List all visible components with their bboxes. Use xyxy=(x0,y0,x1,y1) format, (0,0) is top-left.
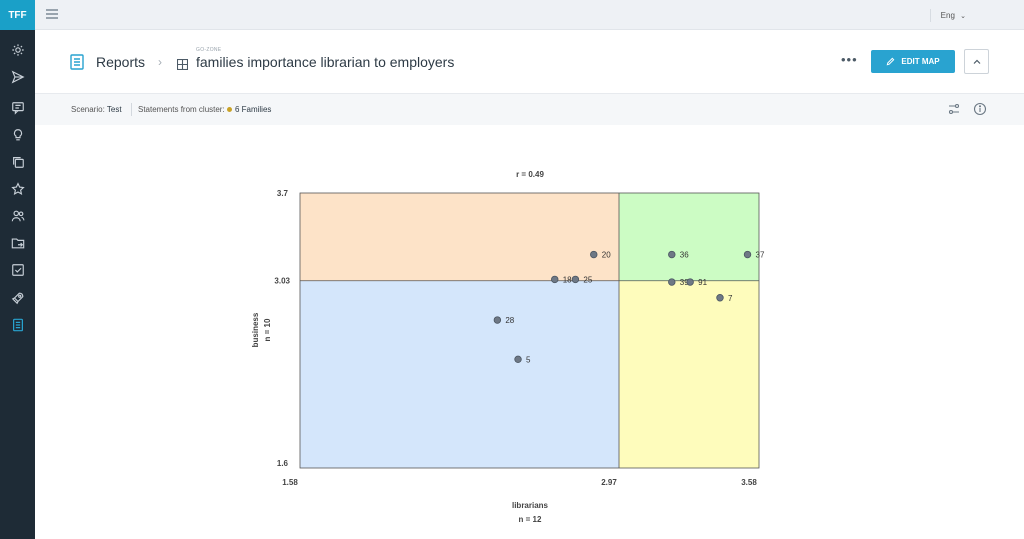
checkbox-icon[interactable] xyxy=(0,258,35,282)
data-point-label: 28 xyxy=(505,316,514,325)
quadrant-bottom-right xyxy=(619,280,759,468)
quadrant-top-right xyxy=(619,193,759,281)
reports-document-icon xyxy=(70,54,84,70)
data-point-label: 39 xyxy=(680,278,689,287)
data-point-label: 37 xyxy=(756,251,765,260)
zone-label: GO-ZONE xyxy=(196,47,222,53)
data-point-label: 5 xyxy=(526,355,531,364)
data-point[interactable]: 5 xyxy=(514,355,531,364)
data-point-label: 91 xyxy=(698,278,707,287)
data-point-marker[interactable] xyxy=(571,275,580,284)
plot-frame xyxy=(299,192,760,469)
x-axis-label: librarians xyxy=(512,501,549,510)
x-tick-label: 1.58 xyxy=(282,478,298,487)
data-point-marker[interactable] xyxy=(551,275,559,284)
chevron-right-icon: › xyxy=(158,55,162,69)
scenario-info: Scenario: Test xyxy=(71,105,122,114)
more-options-button[interactable]: ••• xyxy=(841,52,858,67)
data-point-marker[interactable] xyxy=(686,278,694,286)
settings-icon[interactable] xyxy=(0,38,35,62)
folder-share-icon[interactable] xyxy=(0,231,35,255)
collapse-button[interactable] xyxy=(964,49,989,74)
top-bar: Eng ⌄ xyxy=(35,0,1024,30)
hamburger-menu-icon[interactable] xyxy=(45,7,59,21)
language-selector[interactable]: Eng ⌄ xyxy=(929,9,966,22)
data-point-marker[interactable] xyxy=(743,250,752,259)
x-axis-n-label: n = 12 xyxy=(519,515,542,524)
star-icon[interactable] xyxy=(0,177,35,201)
data-point[interactable]: 36 xyxy=(668,251,689,260)
language-label: Eng xyxy=(940,11,955,20)
cluster-value[interactable]: 6 Families xyxy=(234,105,272,114)
y-tick-label: 3.7 xyxy=(277,189,289,198)
y-tick-label: 3.03 xyxy=(274,277,290,286)
edit-map-button[interactable]: EDIT MAP xyxy=(871,50,955,73)
data-point[interactable]: 37 xyxy=(743,250,765,260)
data-point[interactable]: 7 xyxy=(716,294,733,303)
chevron-down-icon: ⌄ xyxy=(960,13,966,20)
reports-nav-icon[interactable] xyxy=(0,313,35,337)
lightbulb-icon[interactable] xyxy=(0,123,35,147)
cluster-info: Statements from cluster: 6 Families xyxy=(138,105,271,114)
go-zone-chart: 20 18 25 28 5 36 37 39 91 7 r = 0.49 3.7 3.03 1.6… xyxy=(240,160,800,539)
copy-icon[interactable] xyxy=(0,150,35,174)
data-point[interactable]: 28 xyxy=(493,316,515,325)
y-axis-label: business xyxy=(251,312,260,347)
sidebar: TFF xyxy=(0,0,35,539)
divider xyxy=(131,103,132,116)
data-point-label: 20 xyxy=(602,251,611,260)
x-tick-label: 3.58 xyxy=(741,478,757,487)
cluster-label: Statements from cluster: xyxy=(138,105,225,114)
filter-settings-icon[interactable] xyxy=(947,102,961,116)
data-point-label: 7 xyxy=(728,294,733,303)
data-point-label: 36 xyxy=(680,251,689,260)
data-point[interactable]: 18 xyxy=(551,275,572,284)
data-point-marker[interactable] xyxy=(716,294,724,302)
scenario-value[interactable]: Test xyxy=(106,105,122,114)
app-logo[interactable]: TFF xyxy=(0,0,35,30)
quadrant-bottom-left xyxy=(300,280,620,468)
comments-icon[interactable] xyxy=(0,96,35,120)
data-point-marker[interactable] xyxy=(493,316,502,324)
y-axis-n-label: n = 10 xyxy=(263,318,272,341)
data-point-marker[interactable] xyxy=(668,250,676,259)
chart-title: r = 0.49 xyxy=(516,170,544,179)
users-icon[interactable] xyxy=(0,204,35,228)
info-icon[interactable] xyxy=(973,102,987,116)
edit-map-label: EDIT MAP xyxy=(901,57,940,66)
scatter-chart: 20 18 25 28 5 36 37 39 91 7 r = 0.49 3.7 3.03 1.6… xyxy=(251,170,765,524)
scenario-label: Scenario: xyxy=(71,105,105,114)
pencil-icon xyxy=(887,57,895,66)
scenario-bar: Scenario: Test Statements from cluster: … xyxy=(35,94,1024,125)
rocket-icon[interactable] xyxy=(0,286,35,310)
y-tick-label: 1.6 xyxy=(277,459,289,468)
data-point-label: 18 xyxy=(563,275,572,284)
data-point[interactable]: 25 xyxy=(571,275,593,284)
data-point-marker[interactable] xyxy=(590,250,598,259)
send-icon[interactable] xyxy=(0,65,35,89)
page-header: Reports › GO-ZONE families importance li… xyxy=(35,30,1024,94)
chevron-up-icon xyxy=(973,59,980,64)
cluster-color-dot xyxy=(226,107,232,113)
quadrant-top-left xyxy=(300,193,620,281)
map-grid-icon xyxy=(176,57,189,71)
page-title: families importance librarian to employe… xyxy=(196,54,455,70)
data-point[interactable]: 39 xyxy=(668,278,689,287)
data-point-marker[interactable] xyxy=(668,278,676,286)
breadcrumb-reports[interactable]: Reports xyxy=(96,54,146,70)
data-point-label: 25 xyxy=(583,275,592,284)
data-point[interactable]: 20 xyxy=(590,251,611,260)
data-point[interactable]: 91 xyxy=(686,278,708,287)
x-tick-label: 2.97 xyxy=(601,478,617,487)
data-point-marker[interactable] xyxy=(514,355,522,364)
